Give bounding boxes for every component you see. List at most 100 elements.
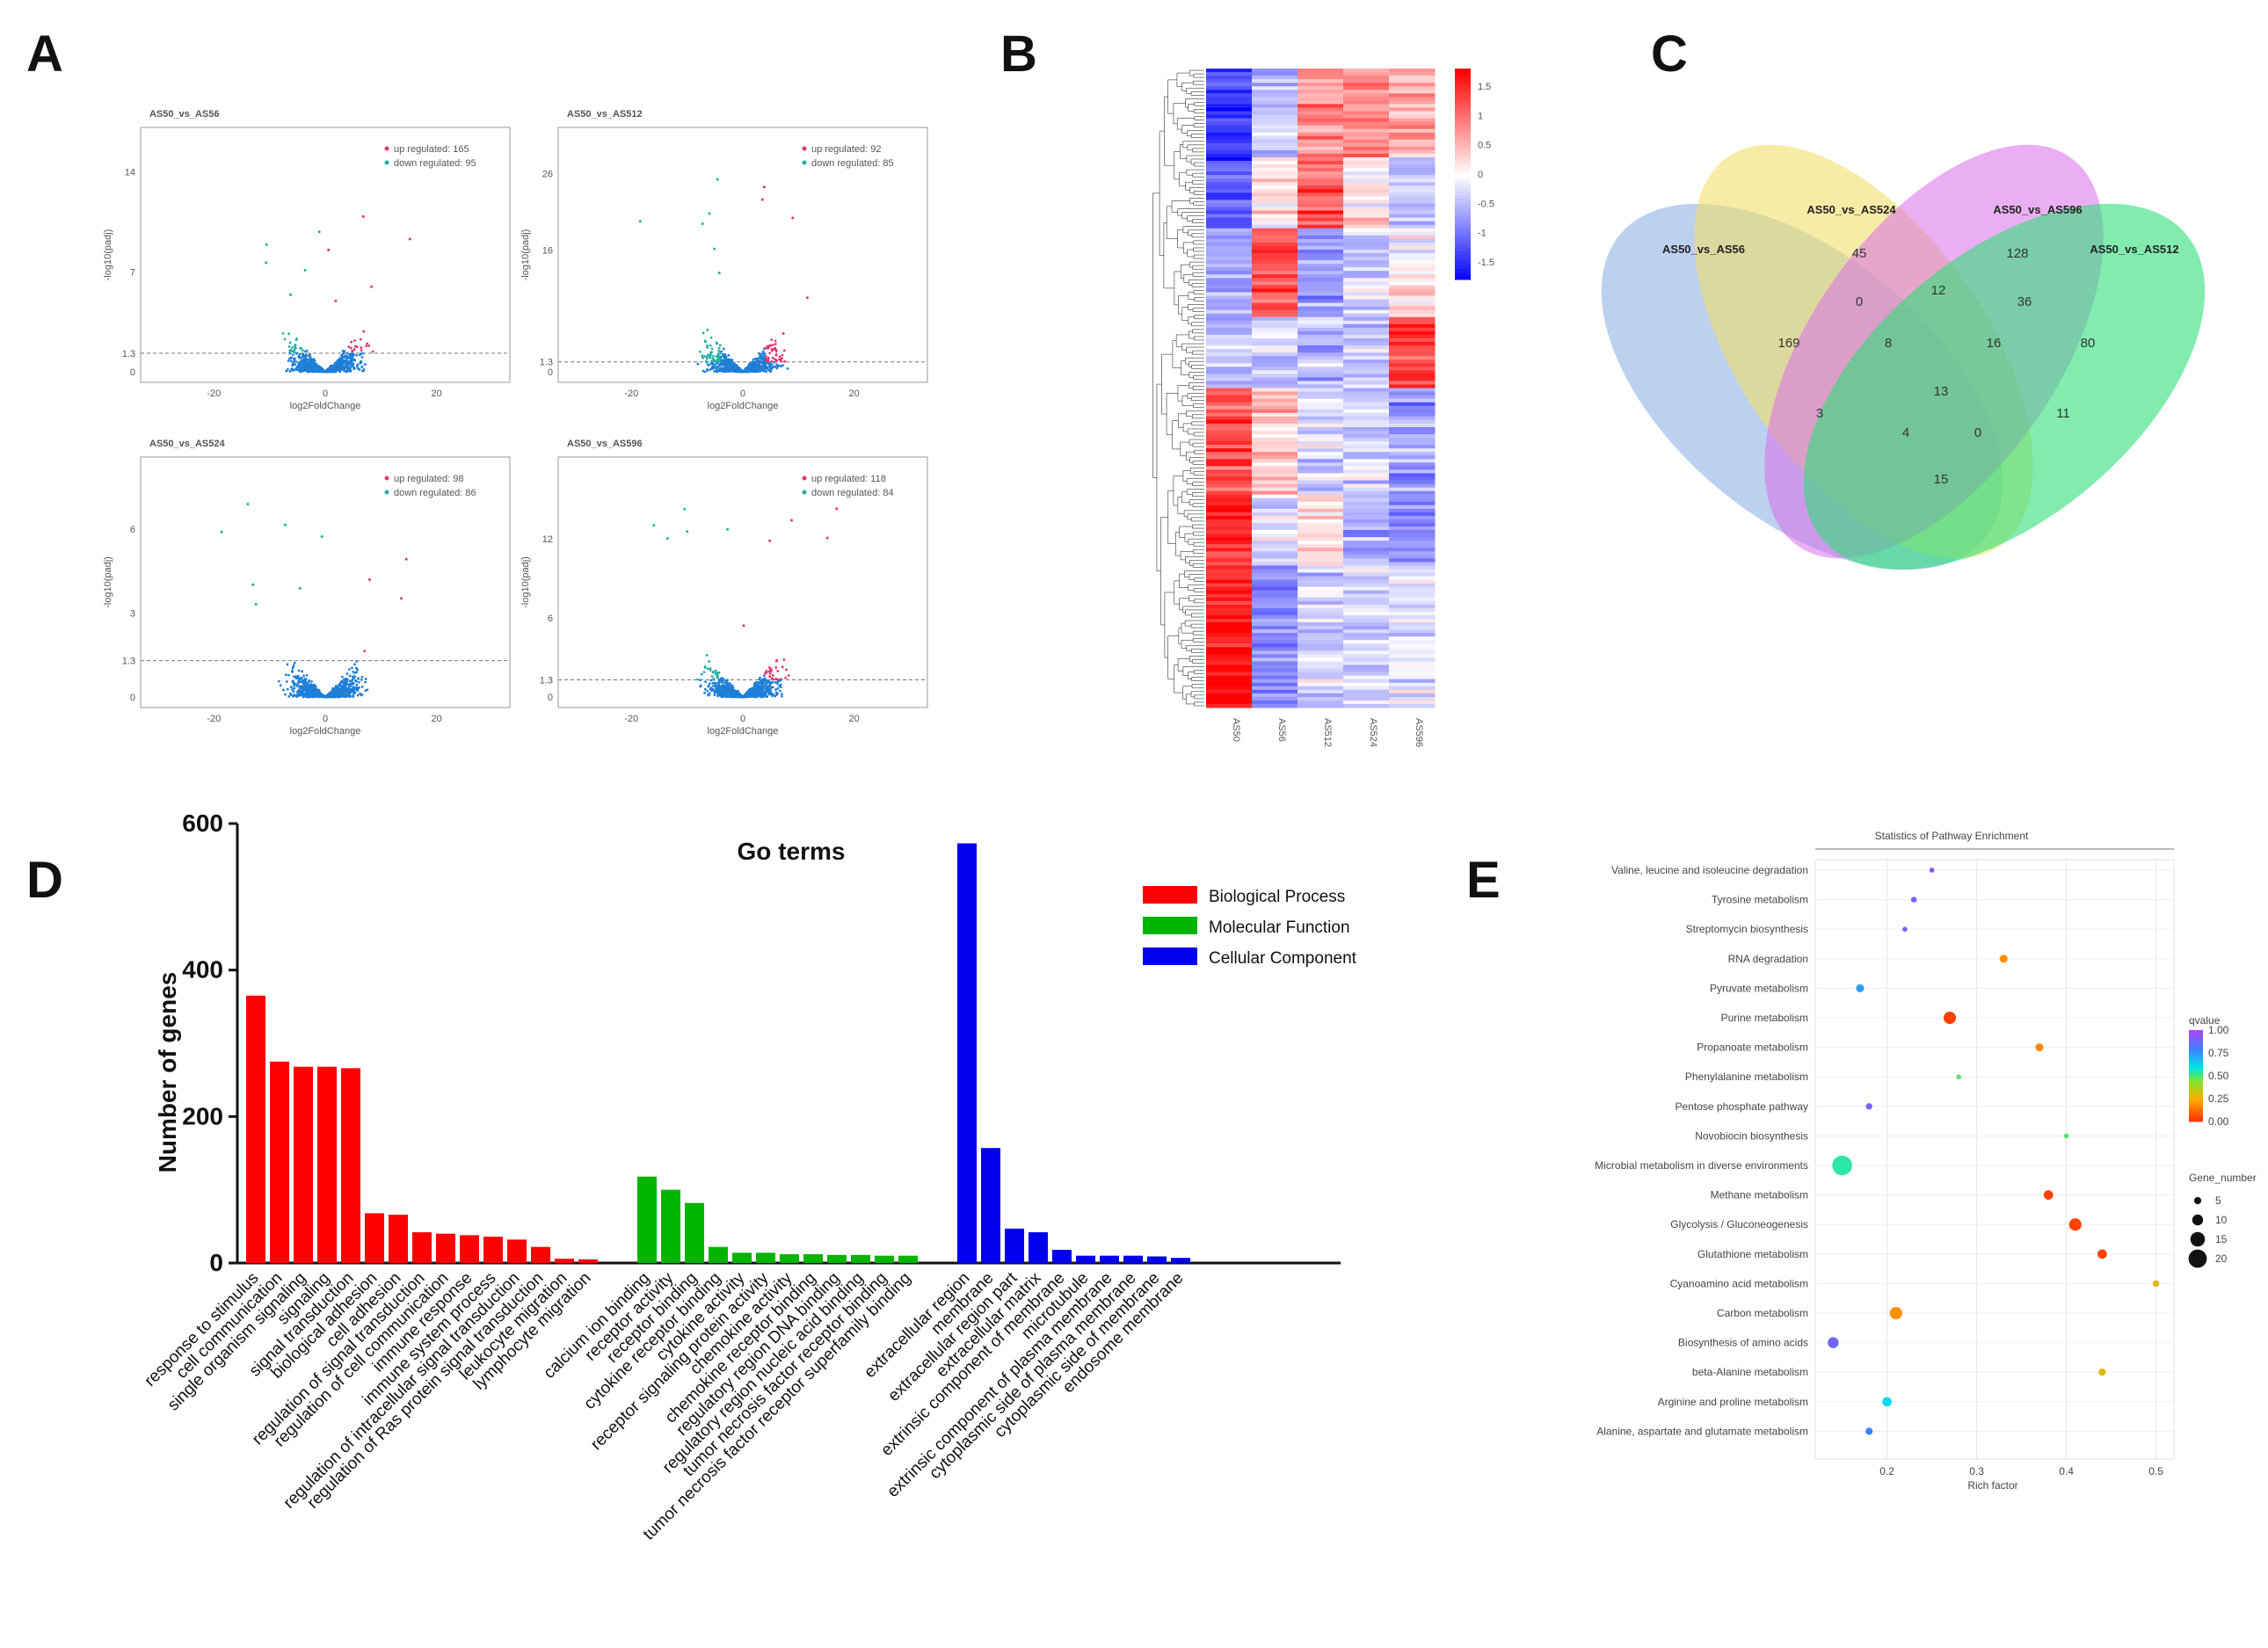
volcano-point [371, 350, 374, 353]
panel-letter-e: E [1466, 852, 1501, 909]
volcano-point [749, 369, 752, 373]
volcano-point [370, 285, 374, 288]
volcano-point [347, 345, 351, 349]
heatmap-cell [1343, 700, 1390, 705]
volcano-point [338, 358, 342, 361]
volcano-point [711, 354, 715, 358]
x-axis-label: log2FoldChange [290, 726, 361, 737]
legend-up-label: up regulated: 165 [394, 144, 469, 155]
volcano-point [366, 342, 369, 345]
volcano-point [701, 222, 704, 226]
volcano-point [347, 356, 351, 359]
heatmap-cell [1343, 682, 1390, 687]
y-tick-label: 14 [125, 168, 135, 178]
volcano-point [286, 687, 289, 691]
panel-letter-a: A [26, 25, 63, 83]
heatmap-cell [1252, 614, 1298, 620]
volcano-point [701, 369, 705, 373]
heatmap-cell [1343, 614, 1390, 620]
heatmap-cell [1343, 664, 1390, 670]
volcano-point [291, 345, 294, 349]
volcano-point [303, 350, 307, 353]
volcano-point [699, 350, 701, 353]
volcano-point [767, 359, 770, 362]
volcano-point [350, 355, 353, 359]
volcano-point [319, 369, 323, 373]
volcano-point [701, 354, 704, 357]
x-axis-label: log2FoldChange [708, 401, 779, 411]
y-tick-label: 26 [542, 170, 553, 180]
volcano-point [715, 370, 718, 374]
volcano-point [741, 370, 745, 374]
heatmap-cell [1298, 679, 1344, 684]
volcano-point [363, 650, 367, 653]
heatmap-cell [1252, 643, 1298, 648]
heatmap-cell [1252, 679, 1298, 684]
legend-up-label: up regulated: 98 [394, 474, 464, 484]
heatmap-cell [1252, 657, 1298, 662]
volcano-point [767, 345, 770, 349]
volcano-point [301, 349, 304, 352]
heatmap-cell [1252, 675, 1298, 680]
volcano-point [716, 178, 719, 181]
heatmap-cell [1206, 661, 1253, 666]
heatmap-cell [1206, 686, 1253, 691]
heatmap-cell [1298, 700, 1344, 705]
volcano-point [291, 363, 294, 367]
volcano-point [723, 359, 725, 363]
volcano-point [720, 350, 723, 353]
volcano-point [746, 366, 750, 369]
volcano-point [719, 363, 722, 367]
heatmap-cell [1389, 696, 1436, 701]
volcano-point [761, 364, 765, 367]
legend-up-marker [802, 146, 807, 151]
volcano-point [293, 357, 295, 360]
volcano-point [716, 359, 719, 363]
heatmap-cell [1343, 661, 1390, 666]
volcano-point [313, 359, 316, 362]
volcano-point [712, 364, 716, 367]
volcano-point [308, 370, 311, 374]
volcano-point [711, 357, 715, 360]
heatmap-cell [1389, 636, 1436, 641]
heatmap-cell [1252, 629, 1298, 634]
heatmap-cell [1389, 664, 1436, 670]
volcano-point [338, 361, 341, 365]
heatmap-cell [1252, 686, 1298, 691]
volcano-point [302, 368, 305, 372]
volcano-point [703, 339, 707, 343]
volcano-point [769, 367, 772, 370]
volcano-point [737, 368, 740, 372]
x-tick-label: 0 [323, 388, 328, 399]
volcano-title: AS50_vs_AS524 [149, 439, 226, 449]
volcano-point [760, 198, 764, 201]
heatmap-cell [1298, 650, 1344, 655]
heatmap-cell [1206, 626, 1253, 630]
volcano-point [298, 364, 302, 367]
heatmap-cell [1389, 614, 1436, 620]
volcano-point [265, 243, 268, 246]
volcano-point [309, 355, 312, 359]
heatmap-cell [1252, 668, 1298, 673]
volcano-point [754, 357, 758, 360]
heatmap-cell [1206, 647, 1253, 651]
volcano-point [765, 370, 768, 374]
volcano-point [709, 368, 712, 371]
volcano-point [710, 367, 714, 370]
volcano-point [752, 367, 756, 371]
volcano-point [778, 355, 781, 359]
heatmap-cell [1252, 640, 1298, 644]
heatmap-cell [1343, 654, 1390, 658]
volcano-point [725, 359, 729, 361]
volcano-point [715, 355, 718, 359]
heatmap-cell [1298, 657, 1344, 662]
volcano-point [760, 355, 764, 359]
heatmap-cell [1343, 643, 1390, 648]
heatmap-cell [1343, 640, 1390, 644]
heatmap-cell [1298, 622, 1344, 627]
heatmap-cell [1298, 614, 1344, 620]
volcano-point [773, 360, 775, 364]
x-axis-label: log2FoldChange [290, 401, 361, 411]
volcano-point [705, 356, 709, 359]
volcano-point [752, 362, 756, 366]
